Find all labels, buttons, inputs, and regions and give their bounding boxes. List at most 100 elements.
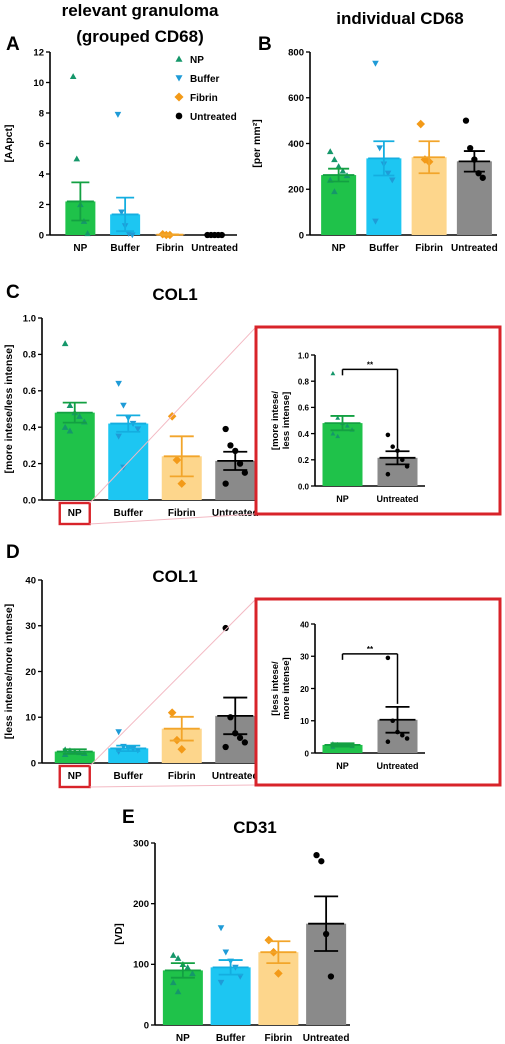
panel-letter: E xyxy=(122,807,135,828)
inset-y-tick-label: 0.8 xyxy=(298,378,310,387)
main-point-np xyxy=(69,73,77,80)
main-point-np xyxy=(169,979,177,986)
main-point-np xyxy=(174,954,182,961)
legend-marker-untreated xyxy=(175,112,183,120)
main-x-tick-label: Buffer xyxy=(114,508,144,519)
main-bar-buffer xyxy=(210,967,251,1025)
main-x-tick-label: Buffer xyxy=(216,1033,246,1044)
y-axis-label: [AApct] xyxy=(3,125,15,163)
main-point-buffer xyxy=(222,949,230,956)
legend-marker-fibrin xyxy=(174,92,184,102)
panel-letter: C xyxy=(6,282,20,303)
chart-title: CD31 xyxy=(233,818,276,837)
main-y-tick-label: 30 xyxy=(25,621,36,632)
inset-point-untreated xyxy=(390,444,395,449)
main-point-np xyxy=(331,156,338,163)
main-y-tick-label: 100 xyxy=(133,960,149,971)
chart-panel-d: D COL1 0 10 20 30 40 [less intense/more intense… xyxy=(3,542,502,789)
inset-point-untreated xyxy=(385,471,391,477)
main-point-np xyxy=(335,163,342,170)
main-y-tick-label: 0 xyxy=(299,230,304,241)
main-y-tick-label: 2 xyxy=(39,200,44,211)
main-bar-untreated xyxy=(456,161,492,235)
main-point-fibrin xyxy=(172,455,182,465)
main-y-tick-label: 10 xyxy=(33,78,44,89)
inset-point-np xyxy=(330,431,336,436)
main-point-fibrin xyxy=(177,479,187,488)
chart-title: (grouped CD68) xyxy=(76,27,204,46)
main-point-np xyxy=(184,964,191,971)
main-point-buffer xyxy=(372,60,379,67)
main-point-untreated xyxy=(479,174,486,181)
inset-point-np xyxy=(335,415,341,420)
legend-label: Buffer xyxy=(190,74,220,85)
main-point-untreated xyxy=(222,624,229,632)
main-x-tick-label: NP xyxy=(176,1033,190,1044)
main-y-tick-label: 40 xyxy=(25,575,36,586)
main-point-np xyxy=(189,970,196,977)
legend-label: NP xyxy=(190,55,204,66)
main-y-tick-label: 600 xyxy=(288,93,304,104)
main-point-buffer xyxy=(114,111,122,118)
inset-point-np xyxy=(335,433,341,439)
main-y-tick-label: 200 xyxy=(133,899,149,910)
main-y-tick-label: 0 xyxy=(144,1020,149,1031)
inset-y-axis-label: [less intese/ xyxy=(270,661,281,716)
inset-y-tick-label: 0.0 xyxy=(298,482,310,491)
inset-y-tick-label: 1.0 xyxy=(298,351,310,360)
main-point-np xyxy=(76,412,83,419)
inset-y-tick-label: 10 xyxy=(300,717,309,726)
main-point-untreated xyxy=(222,425,229,433)
main-x-tick-label: Buffer xyxy=(110,243,140,254)
main-x-tick-label: NP xyxy=(73,243,87,254)
main-y-tick-label: 0.2 xyxy=(23,459,36,470)
main-bar-fibrin xyxy=(258,952,299,1025)
inset-y-tick-label: 0.4 xyxy=(298,430,310,439)
main-point-buffer xyxy=(115,433,122,440)
inset-x-tick-label: Untreated xyxy=(376,761,418,771)
inset-x-tick-label: NP xyxy=(336,494,349,504)
inset-y-axis-label: [more intese/ xyxy=(270,391,281,450)
zoom-connector xyxy=(89,784,257,788)
main-point-buffer xyxy=(372,218,379,225)
main-point-untreated xyxy=(236,460,244,467)
main-point-fibrin xyxy=(274,969,283,978)
inset-point-untreated xyxy=(385,739,391,744)
chart-title: COL1 xyxy=(152,285,197,304)
main-x-tick-label: Fibrin xyxy=(168,771,196,782)
main-bar-np xyxy=(54,751,95,763)
main-point-untreated xyxy=(222,743,229,751)
main-bar-np xyxy=(162,970,203,1025)
main-y-tick-label: 10 xyxy=(25,713,36,724)
main-point-buffer xyxy=(115,729,122,736)
main-point-buffer xyxy=(388,177,396,184)
chart-title: COL1 xyxy=(152,567,197,586)
inset-y-tick-label: 0.2 xyxy=(298,456,310,465)
main-point-np xyxy=(339,167,347,174)
y-axis-label: [more intese/less intense] xyxy=(3,345,15,474)
main-point-np xyxy=(169,951,177,958)
main-y-tick-label: 12 xyxy=(33,47,44,58)
main-point-untreated xyxy=(227,442,234,449)
main-point-untreated xyxy=(241,469,248,476)
main-point-buffer xyxy=(376,145,383,152)
legend-label: Fibrin xyxy=(190,93,218,104)
main-x-tick-label: Untreated xyxy=(212,508,259,519)
main-point-buffer xyxy=(118,209,125,216)
main-y-tick-label: 300 xyxy=(133,838,149,849)
main-x-tick-label: NP xyxy=(68,508,82,519)
main-point-np xyxy=(61,340,69,347)
legend-marker-np xyxy=(175,55,183,62)
highlight-box xyxy=(58,501,91,526)
main-x-tick-label: Fibrin xyxy=(156,243,184,254)
y-axis-label: [per mm²] xyxy=(251,119,263,167)
main-y-tick-label: 200 xyxy=(288,185,304,196)
y-axis-label: [VD] xyxy=(113,923,125,945)
chart-title: relevant granuloma xyxy=(62,1,219,20)
inset-point-np xyxy=(330,370,336,376)
main-point-untreated xyxy=(218,231,225,239)
inset-x-tick-label: Untreated xyxy=(376,494,418,504)
